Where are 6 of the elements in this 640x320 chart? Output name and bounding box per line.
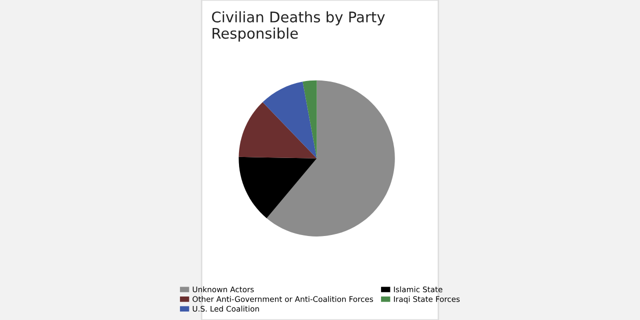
pie-slice [266,80,395,236]
pie-slice [262,82,317,158]
pie-slice [302,80,317,158]
chart-title: Civilian Deaths by Party Responsible [212,11,385,42]
pie-slice [238,102,317,158]
pie-slice [238,156,317,218]
